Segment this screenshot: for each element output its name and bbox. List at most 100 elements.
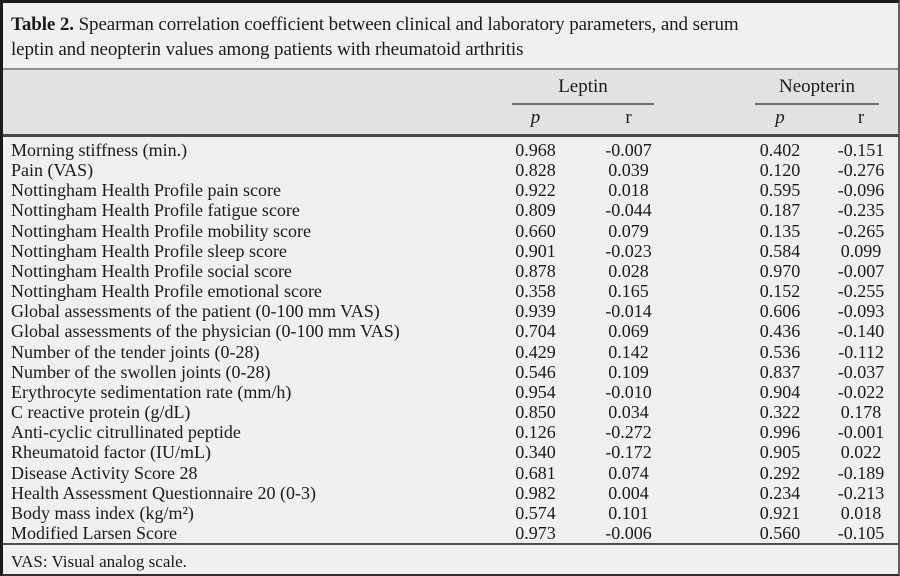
neopterin-r-value: -0.037 [837,361,885,382]
neopterin-r-value: -0.276 [837,160,885,181]
neopterin-r-value: -0.255 [837,281,885,302]
neopterin-p-value: 0.322 [759,402,801,423]
neopterin-r-value: -0.007 [837,260,885,281]
neopterin-r-value: -0.022 [837,381,885,402]
table-header: Leptin Neopterin p r p r [3,68,898,137]
neopterin-r-value: -0.105 [837,522,885,543]
leptin-r-value: 0.004 [608,482,649,503]
leptin-p-value: 0.968 [515,140,556,160]
table-row: Disease Activity Score 28 0.681 0.074 0.… [3,463,898,483]
leptin-p-value: 0.939 [515,301,556,322]
leptin-p-value: 0.681 [515,462,556,483]
neopterin-p-value: 0.120 [759,160,801,181]
neopterin-r-value: -0.112 [838,341,884,362]
neopterin-group-label: Neopterin [779,76,856,97]
neopterin-p-value: 0.904 [759,381,801,402]
column-group-leptin: Leptin [490,68,677,105]
leptin-p-value: 0.878 [515,260,556,281]
caption-line-1: Table 2. Spearman correlation coefficien… [11,12,890,37]
table-row: Nottingham Health Profile pain score 0.9… [3,180,898,200]
row-label: Nottingham Health Profile emotional scor… [11,281,322,302]
row-label: Number of the tender joints (0-28) [11,341,260,362]
leptin-group-rule [512,103,654,105]
row-label: Nottingham Health Profile pain score [11,180,281,201]
neopterin-p-value: 0.606 [759,301,801,322]
leptin-p-value: 0.982 [515,482,556,503]
neopterin-r-value: -0.096 [837,180,885,201]
row-label: Pain (VAS) [11,160,94,181]
leptin-r-value: 0.142 [608,341,649,362]
subcol-leptin-p: p [490,105,581,137]
neopterin-p-value: 0.996 [759,422,801,443]
table-row: Number of the tender joints (0-28) 0.429… [3,342,898,362]
table-row: Body mass index (kg/m²) 0.574 0.101 0.92… [3,503,898,523]
leptin-p-value: 0.922 [515,180,556,201]
leptin-r-value: -0.010 [605,381,652,402]
neopterin-p-value: 0.560 [759,522,801,543]
row-label: C reactive protein (g/dL) [11,402,191,423]
leptin-p-value: 0.901 [515,240,556,261]
neopterin-r-value: -0.140 [837,321,885,342]
table-row: Global assessments of the physician (0-1… [3,321,898,341]
leptin-p-value: 0.126 [515,422,556,443]
table-row: Pain (VAS) 0.828 0.039 0.120 -0.276 [3,160,898,180]
neopterin-p-value: 0.402 [759,140,801,160]
table-row: Nottingham Health Profile social score 0… [3,261,898,281]
neopterin-p-value: 0.584 [759,240,801,261]
subcol-neopterin-r: r [824,105,898,137]
neopterin-r-value: -0.189 [837,462,885,483]
row-label: Disease Activity Score 28 [11,462,198,483]
table-caption: Table 2. Spearman correlation coefficien… [3,3,898,68]
sub-header-row: p r p r [3,105,898,137]
leptin-p-value: 0.546 [515,361,556,382]
leptin-p-value: 0.660 [515,220,556,241]
table-row: Global assessments of the patient (0-100… [3,301,898,321]
leptin-r-value: 0.028 [608,260,649,281]
subcol-neopterin-p: p [736,105,825,137]
column-group-row: Leptin Neopterin [3,68,898,105]
leptin-r-value: 0.039 [608,160,649,181]
neopterin-p-value: 0.536 [759,341,801,362]
leptin-r-value: 0.109 [608,361,649,382]
row-label: Body mass index (kg/m²) [11,502,194,523]
neopterin-r-value: 0.099 [840,240,882,261]
table-row: Erythrocyte sedimentation rate (mm/h) 0.… [3,382,898,402]
leptin-r-value: -0.006 [605,522,652,543]
leptin-r-value: 0.018 [608,180,649,201]
leptin-p-value: 0.429 [515,341,556,362]
subcol-leptin-r: r [581,105,677,137]
table-body: Morning stiffness (min.) 0.968 -0.007 0.… [3,136,898,545]
leptin-p-value: 0.340 [515,442,556,463]
row-label: Nottingham Health Profile mobility score [11,220,311,241]
leptin-r-value: 0.079 [608,220,649,241]
table-row: Nottingham Health Profile fatigue score … [3,200,898,220]
table-row: C reactive protein (g/dL) 0.850 0.034 0.… [3,402,898,422]
row-label: Nottingham Health Profile fatigue score [11,200,300,221]
neopterin-p-value: 0.921 [759,502,801,523]
neopterin-r-value: 0.178 [840,402,882,423]
row-label: Rheumatoid factor (IU/mL) [11,442,211,463]
neopterin-p-value: 0.436 [759,321,801,342]
neopterin-r-value: -0.213 [837,482,885,503]
row-label: Modified Larsen Score [11,522,177,543]
row-label: Nottingham Health Profile sleep score [11,240,287,261]
leptin-r-value: -0.172 [605,442,652,463]
table-row: Health Assessment Questionnaire 20 (0-3)… [3,483,898,503]
table-row: Nottingham Health Profile mobility score… [3,221,898,241]
leptin-r-value: -0.272 [605,422,652,443]
table-row: Number of the swollen joints (0-28) 0.54… [3,362,898,382]
neopterin-p-value: 0.595 [759,180,801,201]
leptin-r-value: 0.101 [608,502,649,523]
row-label: Erythrocyte sedimentation rate (mm/h) [11,381,292,402]
table-row: Modified Larsen Score 0.973 -0.006 0.560… [3,523,898,544]
correlation-table: Leptin Neopterin p r p r Morning sti [3,68,898,546]
caption-text: Spearman correlation coefficient between… [73,14,739,35]
leptin-p-value: 0.704 [515,321,556,342]
neopterin-r-value: -0.235 [837,200,885,221]
leptin-p-value: 0.574 [515,502,556,523]
neopterin-r-value: -0.093 [837,301,885,322]
neopterin-p-value: 0.152 [759,281,801,302]
table-row: Nottingham Health Profile sleep score 0.… [3,241,898,261]
empty-header-cell [3,68,490,105]
